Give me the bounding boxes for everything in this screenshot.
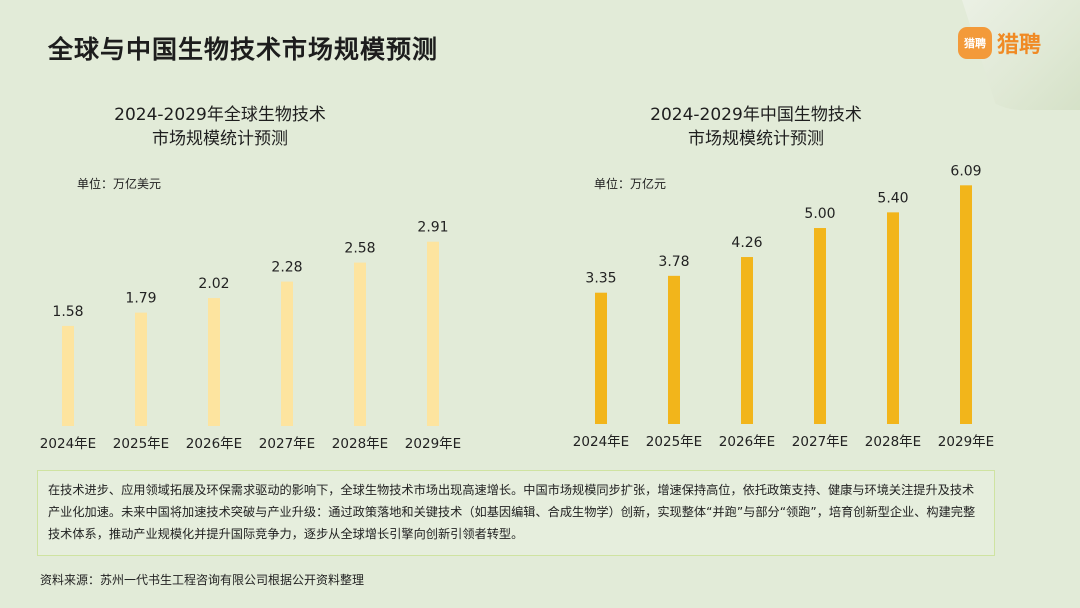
china-category-label: 2029年E bbox=[938, 434, 994, 450]
global-chart-title: 2024-2029年全球生物技术 市场规模统计预测 bbox=[60, 103, 380, 151]
china-chart-title-line1: 2024-2029年中国生物技术 bbox=[650, 105, 862, 125]
china-value-label: 3.78 bbox=[658, 254, 689, 270]
global-unit-label: 单位：万亿美元 bbox=[77, 177, 162, 191]
brand-logo: 猎聘 猎聘 bbox=[958, 27, 1041, 59]
china-bar-chart: 3.35 2024年E 3.78 2025年E 4.26 2026年E 5.00 2027年E… bbox=[573, 163, 994, 450]
china-value-label: 6.09 bbox=[950, 163, 981, 179]
summary-box: 在技术进步、应用领域拓展及环保需求驱动的影响下，全球生物技术市场出现高速增长。中… bbox=[37, 470, 995, 556]
global-bar bbox=[62, 325, 74, 426]
page-title: 全球与中国生物技术市场规模预测 bbox=[48, 35, 439, 64]
china-value-label: 3.35 bbox=[585, 271, 616, 287]
china-bar bbox=[668, 275, 680, 424]
china-bar bbox=[960, 185, 972, 424]
summary-text: 在技术进步、应用领域拓展及环保需求驱动的影响下，全球生物技术市场出现高速增长。中… bbox=[48, 483, 976, 541]
china-bar bbox=[741, 257, 753, 424]
global-bar bbox=[427, 241, 439, 426]
china-category-label: 2025年E bbox=[646, 434, 702, 450]
logo-text: 猎聘 bbox=[997, 33, 1042, 58]
logo-icon: 猎聘 bbox=[958, 27, 992, 59]
source-note: 资料来源：苏州一代书生工程咨询有限公司根据公开资料整理 bbox=[40, 573, 365, 587]
global-chart-title-line2: 市场规模统计预测 bbox=[152, 129, 288, 149]
global-bar bbox=[135, 312, 147, 426]
global-bar-chart: 1.58 2024年E 1.79 2025年E 2.02 2026年E 2.28 2027年E… bbox=[40, 220, 461, 452]
global-category-label: 2025年E bbox=[113, 436, 169, 452]
global-bar bbox=[208, 298, 220, 426]
global-category-label: 2029年E bbox=[405, 436, 461, 452]
global-category-label: 2026年E bbox=[186, 436, 242, 452]
china-bar bbox=[887, 212, 899, 424]
global-category-label: 2027年E bbox=[259, 436, 315, 452]
global-value-label: 1.58 bbox=[52, 304, 83, 320]
global-category-label: 2028年E bbox=[332, 436, 388, 452]
global-chart-title-line1: 2024-2029年全球生物技术 bbox=[114, 105, 326, 125]
global-bar bbox=[281, 281, 293, 426]
china-value-label: 5.40 bbox=[877, 190, 908, 206]
global-value-label: 2.91 bbox=[417, 220, 448, 236]
china-value-label: 5.00 bbox=[804, 206, 835, 222]
china-category-label: 2027年E bbox=[792, 434, 848, 450]
global-value-label: 1.79 bbox=[125, 291, 156, 307]
china-category-label: 2028年E bbox=[865, 434, 921, 450]
china-value-label: 4.26 bbox=[731, 235, 762, 251]
china-chart-title: 2024-2029年中国生物技术 市场规模统计预测 bbox=[596, 103, 916, 151]
china-bar bbox=[814, 228, 826, 424]
china-category-label: 2024年E bbox=[573, 434, 629, 450]
china-bar bbox=[595, 292, 607, 424]
global-value-label: 2.58 bbox=[344, 241, 375, 257]
china-unit-label: 单位：万亿元 bbox=[594, 177, 667, 191]
global-bar bbox=[354, 262, 366, 426]
global-category-label: 2024年E bbox=[40, 436, 96, 452]
global-value-label: 2.28 bbox=[271, 260, 302, 276]
china-category-label: 2026年E bbox=[719, 434, 775, 450]
china-chart-title-line2: 市场规模统计预测 bbox=[688, 129, 824, 149]
global-value-label: 2.02 bbox=[198, 276, 229, 292]
